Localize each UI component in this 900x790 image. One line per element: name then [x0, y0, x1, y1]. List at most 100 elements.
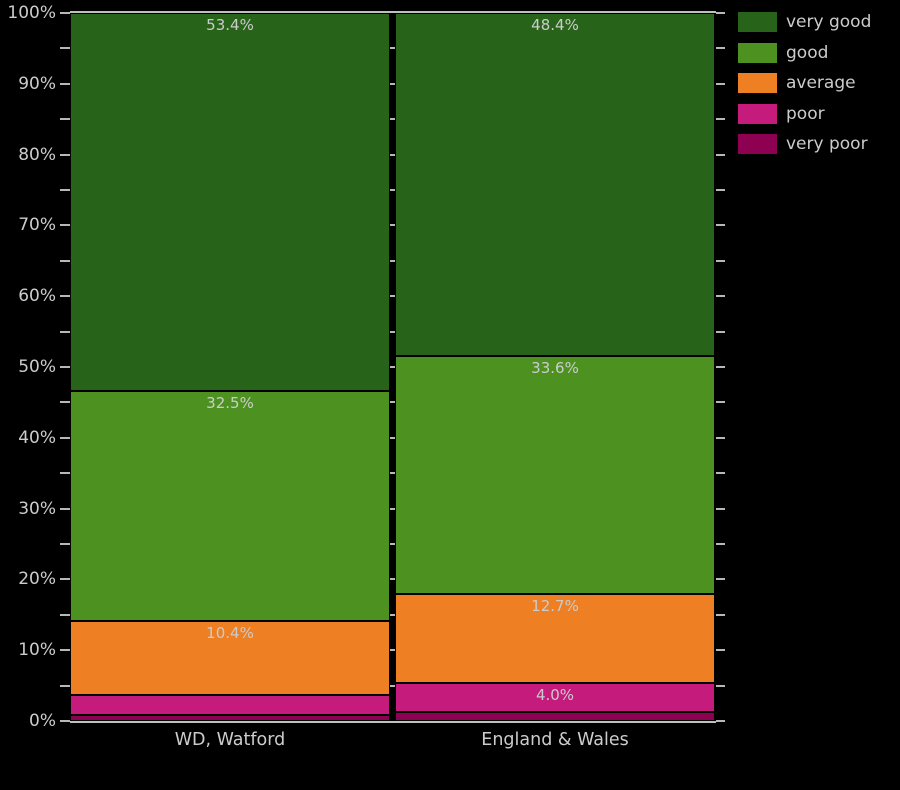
- bar-segment: [395, 355, 715, 594]
- y-tick-right: [716, 649, 725, 651]
- x-category-label: England & Wales: [481, 730, 629, 750]
- y-tick-gap: [390, 437, 395, 439]
- y-tick-left: [60, 578, 70, 580]
- y-tick-right: [716, 154, 725, 156]
- y-tick-gap: [390, 295, 395, 297]
- legend-item: very good: [738, 12, 888, 32]
- y-tick-right: [716, 47, 725, 49]
- y-tick-label: 20%: [18, 569, 56, 589]
- y-tick-gap: [390, 543, 395, 545]
- bar-segment: [70, 714, 390, 721]
- y-tick-right: [716, 118, 725, 120]
- y-tick-label: 0%: [29, 711, 56, 731]
- y-tick-right: [716, 472, 725, 474]
- bar-segment-label: 4.0%: [535, 686, 575, 705]
- legend-swatch: [738, 103, 777, 124]
- y-tick-left: [60, 401, 70, 403]
- y-tick-right: [716, 508, 725, 510]
- y-tick-right: [716, 720, 725, 722]
- y-tick-right: [716, 614, 725, 616]
- legend-swatch: [738, 73, 777, 94]
- legend-label: poor: [786, 103, 825, 124]
- y-tick-label: 50%: [18, 357, 56, 377]
- bar-segment-label: 12.7%: [531, 596, 579, 615]
- top-spine: [70, 11, 716, 13]
- y-tick-gap: [390, 118, 395, 120]
- y-tick-left: [60, 685, 70, 687]
- legend-item: poor: [738, 103, 888, 124]
- legend-label: very good: [786, 12, 872, 32]
- y-tick-left: [60, 12, 70, 14]
- y-tick-label: 80%: [18, 145, 56, 165]
- y-tick-label: 100%: [7, 3, 56, 23]
- bar-segment: [395, 593, 715, 684]
- legend-label: average: [786, 73, 856, 94]
- y-tick-left: [60, 472, 70, 474]
- y-tick-right: [716, 366, 725, 368]
- y-tick-label: 60%: [18, 286, 56, 306]
- y-tick-label: 10%: [18, 640, 56, 660]
- bar-segment: [395, 683, 715, 712]
- y-tick-gap: [390, 189, 395, 191]
- y-tick-right: [716, 189, 725, 191]
- y-tick-left: [60, 260, 70, 262]
- y-tick-right: [716, 295, 725, 297]
- bar-segment: [395, 711, 715, 721]
- y-tick-left: [60, 118, 70, 120]
- y-tick-gap: [390, 614, 395, 616]
- y-tick-right: [716, 578, 725, 580]
- y-tick-left: [60, 189, 70, 191]
- y-tick-gap: [390, 331, 395, 333]
- y-tick-left: [60, 83, 70, 85]
- legend-item: average: [738, 73, 888, 94]
- y-tick-gap: [390, 649, 395, 651]
- y-tick-left: [60, 154, 70, 156]
- bar-segment-label: 33.6%: [531, 358, 579, 377]
- y-tick-left: [60, 366, 70, 368]
- legend-label: good: [786, 42, 829, 63]
- y-tick-right: [716, 260, 725, 262]
- y-tick-left: [60, 614, 70, 616]
- y-tick-label: 30%: [18, 499, 56, 519]
- y-tick-label: 70%: [18, 215, 56, 235]
- y-tick-right: [716, 543, 725, 545]
- y-tick-right: [716, 224, 725, 226]
- y-tick-gap: [390, 401, 395, 403]
- y-tick-right: [716, 83, 725, 85]
- y-tick-right: [716, 401, 725, 403]
- y-tick-left: [60, 47, 70, 49]
- y-tick-label: 90%: [18, 74, 56, 94]
- bar-segment: [70, 694, 390, 715]
- bar-segment: [70, 391, 390, 622]
- y-tick-gap: [390, 366, 395, 368]
- legend-swatch: [738, 134, 777, 155]
- bar-segment-label: 32.5%: [206, 394, 254, 413]
- y-tick-gap: [390, 508, 395, 510]
- legend-swatch: [738, 42, 777, 63]
- bar-segment-label: 48.4%: [531, 16, 579, 34]
- bar-segment-label: 10.4%: [206, 624, 254, 643]
- y-tick-right: [716, 437, 725, 439]
- y-tick-left: [60, 295, 70, 297]
- y-tick-gap: [390, 224, 395, 226]
- y-tick-left: [60, 224, 70, 226]
- y-tick-left: [60, 543, 70, 545]
- y-tick-gap: [390, 260, 395, 262]
- y-tick-gap: [390, 83, 395, 85]
- bar-segment: [70, 621, 390, 695]
- y-tick-gap: [390, 685, 395, 687]
- legend-item: good: [738, 42, 888, 63]
- y-tick-gap: [390, 47, 395, 49]
- bar-segment: [395, 13, 715, 356]
- y-tick-right: [716, 331, 725, 333]
- y-tick-left: [60, 720, 70, 722]
- bar-segment-label: 53.4%: [206, 16, 254, 34]
- legend-item: very poor: [738, 134, 888, 155]
- bottom-spine: [70, 721, 716, 723]
- y-tick-label: 40%: [18, 428, 56, 448]
- legend-swatch: [738, 12, 777, 32]
- y-tick-gap: [390, 472, 395, 474]
- y-tick-gap: [390, 578, 395, 580]
- y-tick-left: [60, 649, 70, 651]
